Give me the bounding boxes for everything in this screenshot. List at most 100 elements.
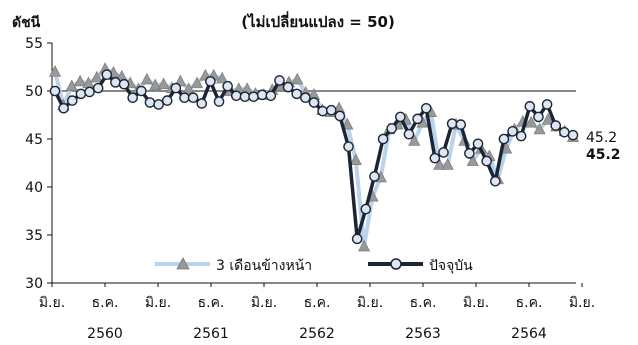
year-label: 2561 (193, 326, 229, 342)
data-point (84, 86, 95, 98)
data-point (351, 233, 363, 245)
data-point (533, 111, 544, 123)
data-point (308, 97, 320, 108)
data-point (541, 99, 553, 110)
data-point (58, 102, 69, 114)
x-tick-label: มิ.ย. (145, 295, 171, 311)
data-point (420, 102, 432, 114)
series-current (49, 69, 579, 245)
data-point (256, 89, 268, 101)
legend-marker-3-months-ahead (176, 257, 190, 270)
data-point (161, 95, 173, 106)
data-point (533, 122, 546, 135)
y-axis-label: ดัชนี (12, 15, 41, 31)
year-labels: 2560 2561 2562 2563 2564 (87, 326, 547, 342)
data-point (567, 129, 579, 141)
data-point (408, 134, 421, 146)
data-point (369, 171, 380, 182)
data-point (300, 92, 311, 104)
y-tick-label: 50 (25, 84, 43, 100)
data-point (429, 152, 441, 164)
data-point (179, 92, 190, 104)
x-tick-label: มิ.ย. (463, 295, 489, 311)
data-point (230, 90, 242, 102)
data-point (325, 104, 337, 116)
data-point (140, 72, 153, 85)
x-tick-label: มิ.ย. (251, 295, 277, 311)
data-point (395, 111, 406, 123)
y-tick-label: 45 (25, 132, 43, 148)
data-point (464, 148, 475, 159)
legend-label-3-months-ahead: 3 เดือนข้างหน้า (216, 258, 312, 274)
x-tick-label: ธ.ค. (304, 295, 331, 311)
data-point (282, 81, 294, 93)
data-point (248, 91, 259, 103)
year-label: 2562 (299, 326, 335, 342)
data-point (66, 95, 78, 106)
data-point (550, 120, 562, 131)
data-point (541, 113, 555, 125)
data-point (118, 78, 130, 90)
x-tick-label: ธ.ค. (198, 295, 225, 311)
data-point (187, 92, 199, 104)
y-tick-label: 30 (25, 276, 43, 292)
y-tick-label: 55 (25, 36, 43, 52)
data-point (170, 82, 182, 94)
legend: 3 เดือนข้างหน้า ปัจจุบัน (155, 257, 473, 274)
data-point (524, 101, 536, 112)
x-tick-label: มิ.ย. (569, 295, 595, 311)
x-tick-labels: มิ.ย. ธ.ค. มิ.ย. ธ.ค. มิ.ย. ธ.ค. มิ.ย. ธ.ค. มิ.ย… (39, 283, 595, 311)
chart-title: (ไม่เปลี่ยนแปลง = 50) (241, 11, 395, 31)
data-point (489, 175, 501, 187)
data-point (291, 72, 304, 85)
x-tick-label: มิ.ย. (39, 295, 65, 311)
data-point (127, 92, 138, 104)
data-point (466, 154, 479, 166)
data-point (75, 88, 87, 100)
end-label-3-months-ahead: 45.2 (586, 130, 617, 146)
data-point (182, 82, 195, 94)
data-point (360, 203, 372, 215)
data-point (205, 76, 216, 87)
data-point (349, 153, 362, 165)
data-point (239, 91, 251, 103)
data-point (222, 80, 233, 92)
x-axis (51, 43, 576, 284)
data-point (472, 138, 484, 150)
data-point (343, 141, 354, 152)
data-point (455, 119, 467, 130)
data-point (149, 78, 162, 91)
data-point (274, 75, 285, 86)
data-point (153, 99, 164, 110)
data-point (136, 85, 147, 97)
data-point (216, 71, 229, 84)
legend-marker-current (390, 258, 402, 270)
data-point (446, 118, 458, 129)
data-point (559, 126, 570, 138)
data-point (144, 97, 156, 108)
data-point (403, 128, 415, 140)
data-point (515, 130, 527, 142)
x-tick-label: ธ.ค. (516, 295, 543, 311)
data-point (507, 126, 518, 137)
data-point (48, 65, 62, 77)
data-point (92, 82, 104, 94)
data-point (317, 105, 328, 117)
data-point (110, 77, 121, 88)
data-point (101, 69, 113, 80)
data-point (190, 76, 204, 89)
end-label-current: 45.2 (586, 147, 621, 163)
x-tick-label: มิ.ย. (357, 295, 383, 311)
year-label: 2564 (511, 326, 547, 342)
data-point (438, 147, 449, 158)
data-point (386, 123, 398, 134)
y-tick-label: 35 (25, 228, 43, 244)
data-point (49, 85, 61, 97)
data-point (196, 98, 208, 109)
data-point (73, 74, 87, 87)
year-label: 2563 (405, 326, 441, 342)
legend-label-current: ปัจจุบัน (429, 258, 473, 274)
data-point (525, 115, 538, 128)
data-point (433, 158, 446, 170)
